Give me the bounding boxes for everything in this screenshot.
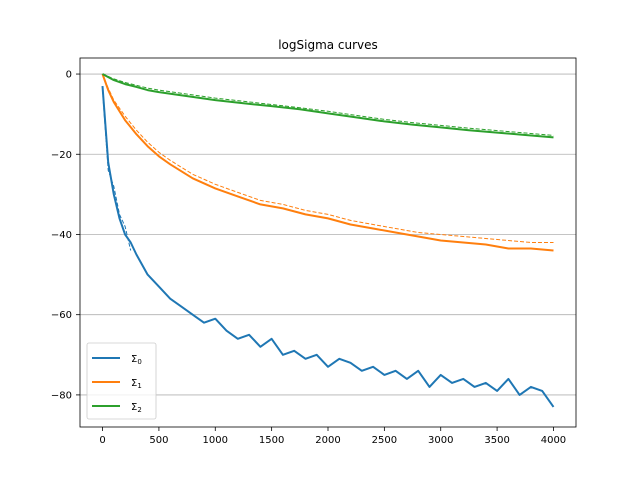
legend-label-1: Σ1	[131, 378, 142, 390]
x-tick-label-4: 2000	[315, 435, 340, 446]
series-layer	[101, 73, 555, 408]
x-tick-label-1: 500	[149, 435, 168, 446]
y-tick-label-2: −40	[51, 230, 72, 241]
x-tick-label-7: 3500	[484, 435, 509, 446]
series-line-2	[101, 73, 554, 252]
series-line-3	[102, 73, 554, 243]
x-tick-label-5: 2500	[372, 435, 397, 446]
series-line-1	[102, 90, 132, 251]
series-line-0	[101, 86, 555, 408]
y-tick-label-1: −20	[51, 150, 72, 161]
x-axis: 0 500 1000 1500 2000 2500 3000 3500 4000	[99, 427, 566, 446]
series-line-5	[102, 73, 554, 136]
chart-title: logSigma curves	[278, 38, 378, 52]
y-tick-label-4: −80	[51, 390, 72, 401]
y-tick-label-0: 0	[66, 70, 72, 81]
x-tick-label-6: 3000	[428, 435, 453, 446]
x-tick-label-0: 0	[99, 435, 105, 446]
legend: Σ0 Σ1 Σ2	[86, 342, 157, 420]
x-tick-label-8: 4000	[541, 435, 566, 446]
legend-label-0: Σ0	[131, 354, 142, 366]
y-axis: 0 −20 −40 −60 −80	[51, 70, 80, 401]
y-tick-label-3: −60	[51, 310, 72, 321]
grid-lines	[80, 73, 576, 396]
x-tick-label-2: 1000	[203, 435, 228, 446]
series-line-4	[102, 73, 554, 139]
legend-label-2: Σ2	[131, 402, 142, 414]
x-tick-label-3: 1500	[259, 435, 284, 446]
legend-box	[86, 342, 157, 420]
